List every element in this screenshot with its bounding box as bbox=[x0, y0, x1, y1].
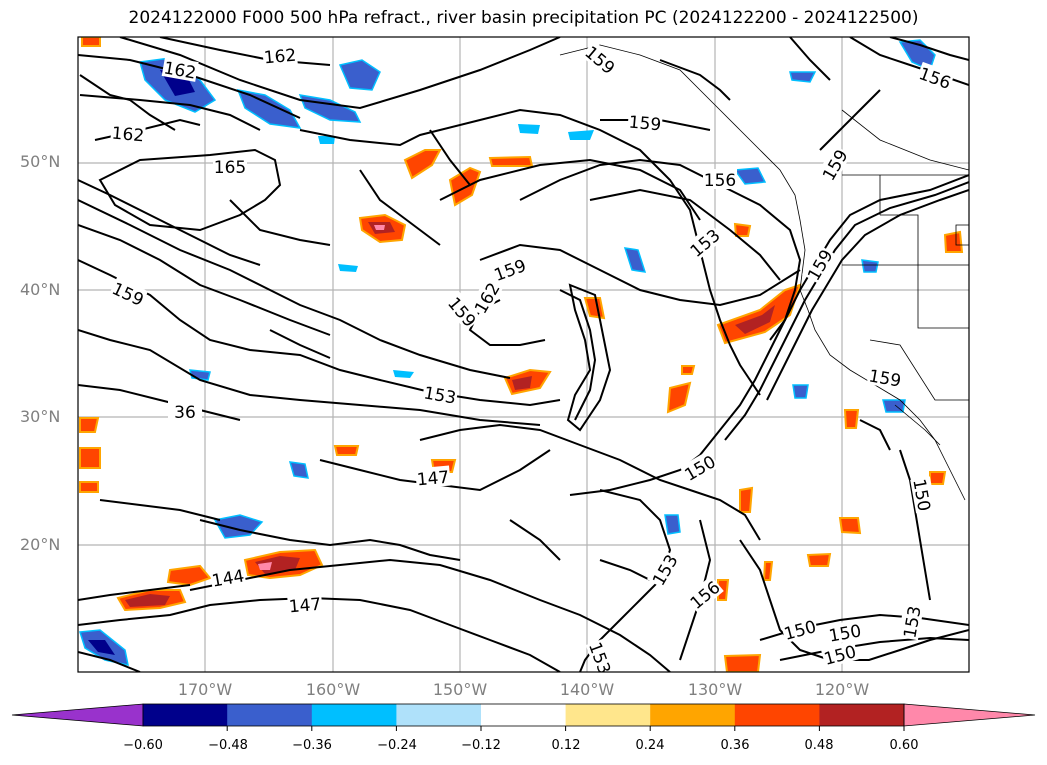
lon-label-170w: 170°W bbox=[177, 680, 233, 699]
contour-label-bg bbox=[684, 223, 724, 261]
colorbar-extend-low bbox=[11, 703, 144, 727]
contour-label-bg bbox=[585, 638, 617, 672]
contour-label-bg bbox=[801, 244, 837, 285]
lon-label-130w: 130°W bbox=[687, 680, 743, 699]
refractivity-contours bbox=[78, 37, 969, 672]
colorbar-segment bbox=[142, 704, 228, 726]
contour-label-bg bbox=[421, 381, 459, 407]
contour-label: 162 bbox=[263, 46, 297, 69]
contour-label-bg bbox=[213, 156, 247, 176]
lat-label-30n: 30°N bbox=[20, 407, 61, 426]
contour-label-bg bbox=[703, 169, 737, 189]
contour-label: 36 bbox=[174, 403, 196, 423]
contour-label: 165 bbox=[214, 158, 246, 178]
colorbar-segment bbox=[481, 704, 567, 726]
contour-label-bg bbox=[627, 110, 663, 134]
colorbar-segment bbox=[819, 704, 905, 726]
colorbar-label: −0.12 bbox=[461, 738, 501, 753]
contour-label: 162 bbox=[111, 124, 145, 147]
contour-label: 156 bbox=[704, 171, 736, 191]
contour-label-bg bbox=[490, 253, 530, 285]
contour-label-bg bbox=[684, 575, 724, 613]
contour-label-bg bbox=[915, 61, 955, 93]
contour-label-bg bbox=[898, 603, 924, 641]
colorbar-segment bbox=[311, 704, 397, 726]
lon-label-120w: 120°W bbox=[814, 680, 870, 699]
contour-label-bg bbox=[161, 56, 199, 82]
colorbar-segment bbox=[227, 704, 313, 726]
colorbar-segment bbox=[650, 704, 736, 726]
contour-label-bg bbox=[581, 40, 621, 78]
contour-label-bg bbox=[444, 291, 482, 331]
colorbar-outline bbox=[142, 703, 905, 727]
contour-label: 159 bbox=[628, 113, 662, 136]
map-frame bbox=[77, 36, 970, 673]
colorbar-extend-high bbox=[903, 703, 1036, 727]
colorbar-label: 0.48 bbox=[804, 738, 834, 753]
lon-label-160w: 160°W bbox=[305, 680, 361, 699]
contour-label-bg bbox=[780, 614, 819, 644]
colorbar-label: −0.36 bbox=[292, 738, 332, 753]
colorbar-label: −0.24 bbox=[377, 738, 417, 753]
contour-label-bg bbox=[287, 592, 323, 616]
contour-label: 147 bbox=[416, 468, 450, 491]
contour-label-bg bbox=[910, 476, 936, 514]
colorbar-label: 0.60 bbox=[889, 738, 919, 753]
contour-label-bg bbox=[826, 619, 864, 645]
contour-label: 147 bbox=[288, 595, 322, 618]
colorbar-label: −0.60 bbox=[123, 738, 163, 753]
lat-label-20n: 20°N bbox=[20, 535, 61, 554]
colorbar-segment bbox=[396, 704, 482, 726]
colorbar-label: 0.36 bbox=[720, 738, 750, 753]
contour-label-bg bbox=[110, 121, 146, 145]
contour-label-bg bbox=[816, 144, 852, 185]
contour-label-bg bbox=[262, 43, 298, 67]
contour-label-bg bbox=[679, 449, 720, 485]
contour-label-bg bbox=[468, 277, 504, 318]
lat-label-40n: 40°N bbox=[20, 280, 61, 299]
lat-label-50n: 50°N bbox=[20, 152, 61, 171]
colorbar bbox=[11, 703, 1036, 731]
contour-label-bg bbox=[108, 276, 149, 310]
colorbar-label: 0.12 bbox=[551, 738, 581, 753]
lon-label-140w: 140°W bbox=[559, 680, 615, 699]
colorbar-label: 0.24 bbox=[635, 738, 665, 753]
contour-label-bg bbox=[646, 549, 682, 590]
contour-label-bg bbox=[168, 401, 202, 421]
colorbar-segment bbox=[734, 704, 820, 726]
contour-label-bg bbox=[209, 564, 247, 590]
colorbar-segment bbox=[565, 704, 651, 726]
map-title: 2024122000 F000 500 hPa refract., river … bbox=[128, 8, 919, 28]
lon-label-150w: 150°W bbox=[432, 680, 488, 699]
contour-label-bg bbox=[820, 639, 859, 669]
colorbar-label: −0.48 bbox=[208, 738, 248, 753]
contour-label-bg bbox=[866, 364, 904, 390]
contour-label-bg bbox=[415, 465, 451, 489]
